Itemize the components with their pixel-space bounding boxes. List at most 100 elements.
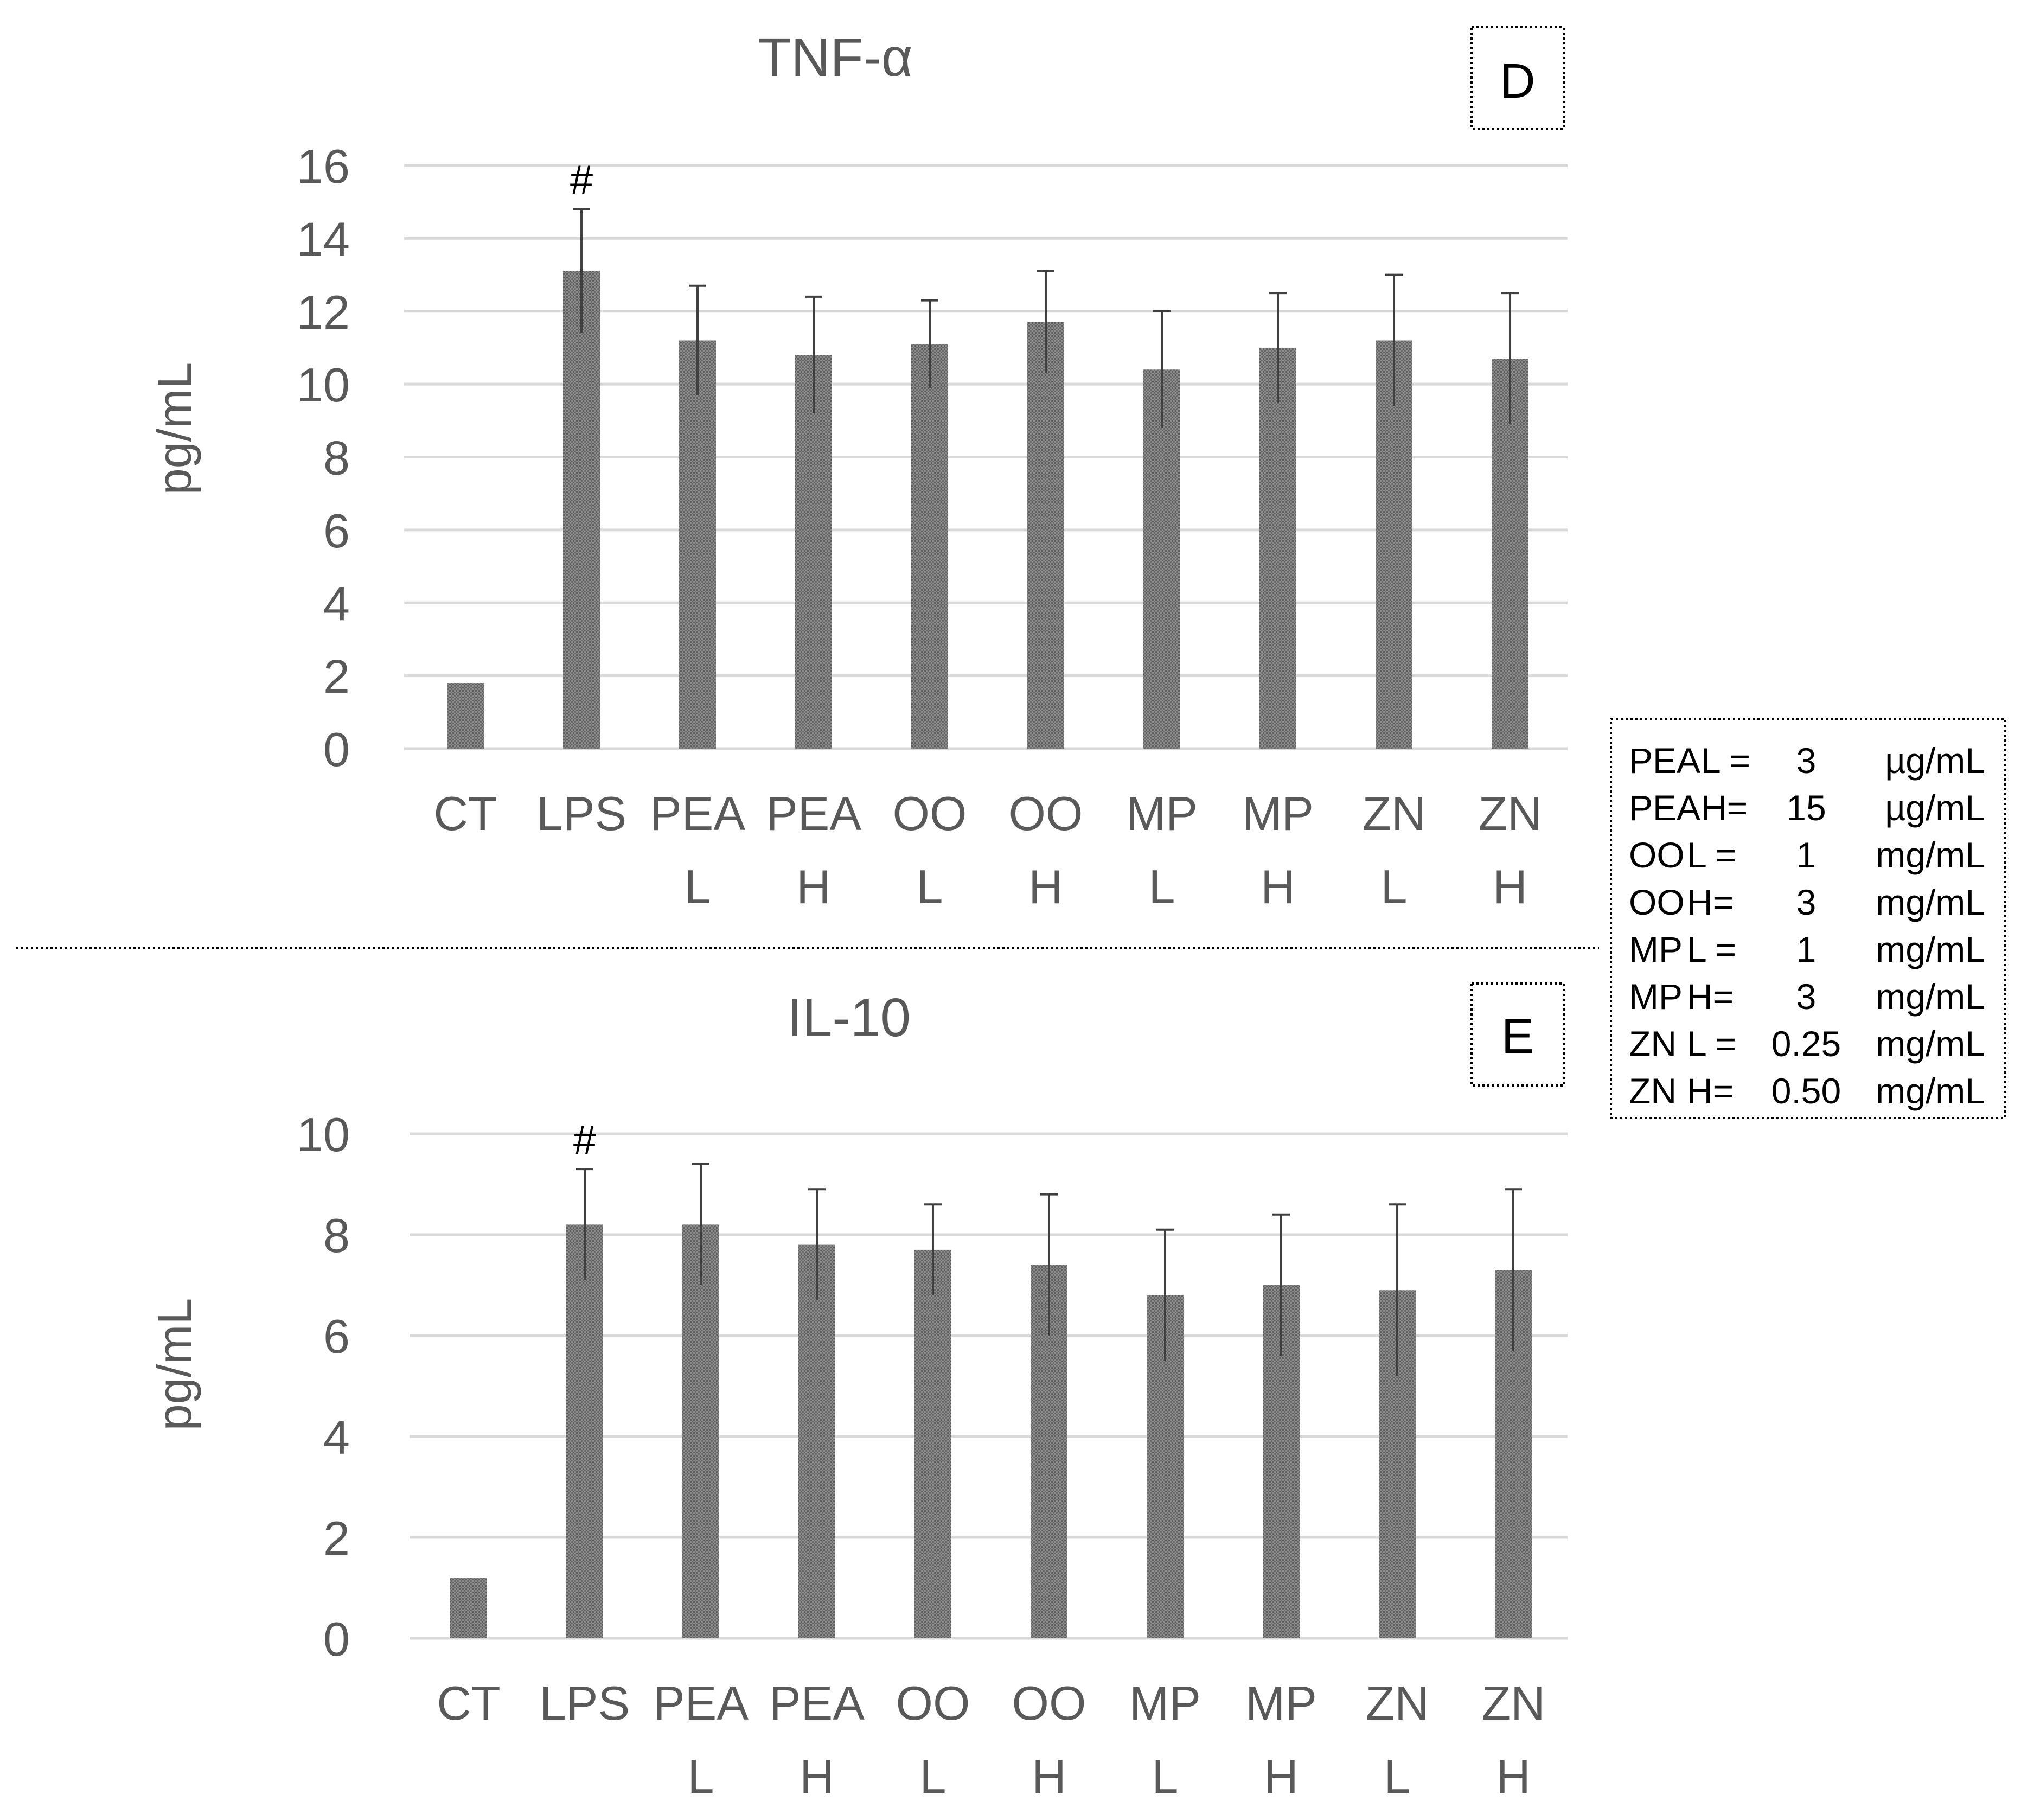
legend-level: H= [1687,976,1734,1017]
x-tick-label: OO [1009,787,1083,840]
y-tick-label: 0 [323,1612,350,1666]
chart-il-10: IL-10 E pg/mL 0 2 4 6 8 10 # CT LPS PEA L PEA H OO L… [148,982,1568,1803]
significance-marker: # [570,157,593,203]
x-tick-label: L [685,860,711,914]
legend-level: L = [1687,835,1736,875]
x-tick-label: PEA [766,787,861,840]
x-tick-label: PEA [650,787,745,840]
x-tick-label: H [1496,1749,1531,1803]
bar [563,271,600,749]
legend-amount: 0.25 [1771,1024,1841,1064]
x-tick-label: L [920,1749,946,1803]
x-tick-label: MP [1126,787,1198,840]
bar [1259,347,1296,749]
legend-amount: 0.50 [1771,1071,1841,1111]
y-tick-label: 6 [323,1310,350,1363]
x-tick-label: ZN [1365,1676,1429,1730]
legend-level: H= [1687,882,1734,922]
panel-label: E [1501,1010,1534,1064]
legend-level: L = [1687,1024,1736,1064]
x-tick-label: MP [1129,1676,1201,1730]
legend-code: MP [1629,976,1683,1017]
bar [914,1249,951,1638]
y-tick-label: 8 [323,431,350,485]
legend-item: ZN H= 0.50 mg/mL [1629,1071,1985,1111]
legend-level: L = [1687,929,1736,969]
legend-item: MP H= 3 mg/mL [1629,976,1985,1017]
legend-level: H= [1701,788,1748,828]
legend-code: MP [1629,929,1683,969]
legend-amount: 3 [1796,882,1817,922]
panel-label-box [1470,982,1565,1087]
x-tick-label: LPS [536,787,626,840]
y-tick-label: 6 [323,504,350,558]
y-tick-label: 8 [323,1209,350,1262]
x-tick-label: L [688,1749,714,1803]
legend-unit: µg/mL [1885,788,1985,828]
bar [447,683,484,749]
x-tick-label: H [796,860,831,914]
legend-item: OO L = 1 mg/mL [1629,835,1985,875]
x-tick-label: CT [433,787,497,840]
x-tick-label: H [1493,860,1527,914]
y-tick-label: 0 [323,723,350,776]
x-tick-label: L [1152,1749,1179,1803]
x-tick-label: PEA [769,1676,865,1730]
legend-item: ZN L = 0.25 mg/mL [1629,1024,1985,1064]
bar [1143,369,1180,749]
x-tick-label: L [1149,860,1175,914]
bar [1376,340,1412,749]
legend-unit: mg/mL [1876,1071,1985,1111]
legend-unit: mg/mL [1876,929,1985,969]
x-tick-label: PEA [653,1676,749,1730]
x-tick-label: H [1032,1749,1066,1803]
y-axis-title: pg/mL [148,1298,201,1431]
legend-unit: mg/mL [1876,976,1985,1017]
x-tick-label: H [1261,860,1295,914]
x-tick-label: ZN [1478,787,1542,840]
x-tick-label: OO [1012,1676,1086,1730]
x-tick-label: ZN [1481,1676,1545,1730]
y-tick-label: 14 [297,212,350,266]
bar [450,1578,487,1638]
x-tick-label: OO [896,1676,970,1730]
bar [795,355,832,749]
y-tick-label: 2 [323,1511,350,1565]
legend-amount: 1 [1796,929,1817,969]
legend-unit: mg/mL [1876,882,1985,922]
chart-title: TNF-α [758,27,913,88]
legend-item: PEA H= 15 µg/mL [1629,788,1985,828]
legend-code: OO [1629,882,1685,922]
legend-amount: 3 [1796,976,1817,1017]
x-tick-label: LPS [540,1676,630,1730]
x-tick-label: H [800,1749,834,1803]
legend-unit: mg/mL [1876,1024,1985,1064]
x-tick-label: MP [1245,1676,1317,1730]
y-tick-label: 2 [323,650,350,704]
y-axis-title-wrap: pg/mL [148,1298,201,1431]
x-tick-label: L [1381,860,1408,914]
x-tick-label: MP [1242,787,1314,840]
legend-amount: 15 [1786,788,1826,828]
x-tick-label: L [917,860,943,914]
y-tick-label: 4 [323,577,350,630]
legend-box [1610,718,2006,1119]
y-tick-label: 12 [297,285,350,339]
y-tick-label: 10 [297,1108,350,1161]
legend-unit: mg/mL [1876,835,1985,875]
legend-code: ZN [1629,1024,1677,1064]
legend-code: PEA [1629,788,1700,828]
bar [1027,322,1064,749]
x-tick-label: CT [437,1676,500,1730]
significance-marker: # [573,1117,596,1163]
legend-code: ZN [1629,1071,1677,1111]
y-tick-label: 4 [323,1410,350,1464]
x-tick-label: H [1264,1749,1299,1803]
panel-label-box [1470,26,1565,130]
bar [682,1224,719,1638]
bar [566,1224,603,1638]
legend-code: PEA [1629,740,1700,781]
